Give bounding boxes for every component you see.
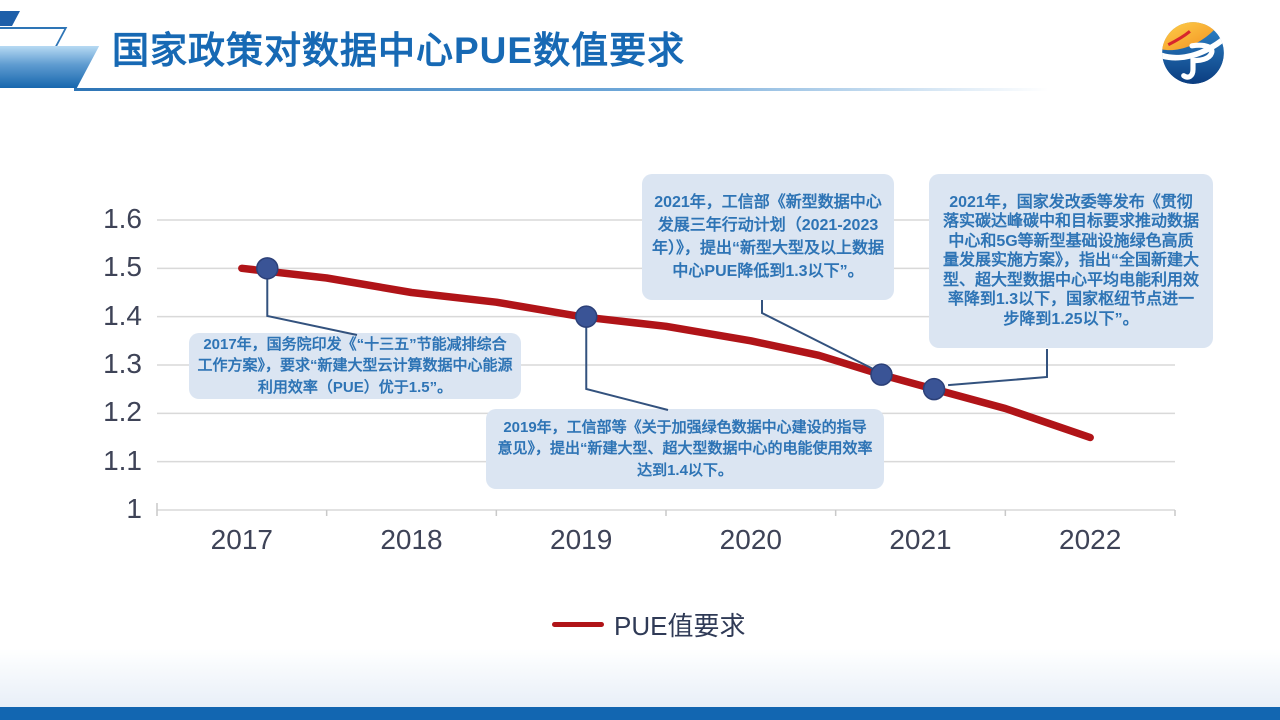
y-axis-tick-label: 1.2 (103, 396, 142, 428)
callout-2017-state-council: 2017年，国务院印发《“十三五”节能减排综合工作方案》，要求“新建大型云计算数… (189, 333, 521, 399)
y-axis-tick-label: 1 (126, 493, 142, 524)
page-title: 国家政策对数据中心PUE数值要求 (112, 30, 686, 71)
y-axis-tick-label: 1.6 (103, 203, 142, 234)
chart-legend: PUE值要求 (552, 606, 745, 643)
y-axis-tick-label: 1.3 (103, 348, 142, 379)
x-axis-tick-label: 2019 (550, 524, 613, 555)
title-underline (74, 88, 1089, 91)
x-axis-tick-label: 2017 (210, 524, 273, 555)
footer-bar (0, 707, 1280, 720)
callout-2019-miit: 2019年，工信部等《关于加强绿色数据中心建设的指导意见》，提出“新建大型、超大… (486, 409, 884, 489)
legend-label: PUE值要求 (614, 611, 746, 641)
callout-2021-miit-plan: 2021年，工信部《新型数据中心发展三年行动计划（2021-2023年）》，提出… (642, 174, 894, 300)
y-axis-tick-label: 1.4 (103, 299, 142, 331)
footer-fade (0, 649, 1280, 707)
x-axis-tick-label: 2018 (380, 524, 443, 555)
y-axis-tick-label: 1.1 (103, 444, 142, 476)
x-axis-tick-label: 2022 (1059, 524, 1122, 555)
x-axis-tick-label: 2020 (719, 524, 782, 555)
callout-2021-ndrc: 2021年，国家发改委等发布《贯彻落实碳达峰碳中和目标要求推动数据中心和5G等新… (929, 174, 1213, 348)
y-axis-tick-label: 1.5 (103, 251, 142, 283)
legend-line-swatch-icon (552, 622, 604, 627)
x-axis-tick-label: 2021 (889, 524, 952, 555)
jp-globe-logo-icon (1162, 22, 1224, 84)
